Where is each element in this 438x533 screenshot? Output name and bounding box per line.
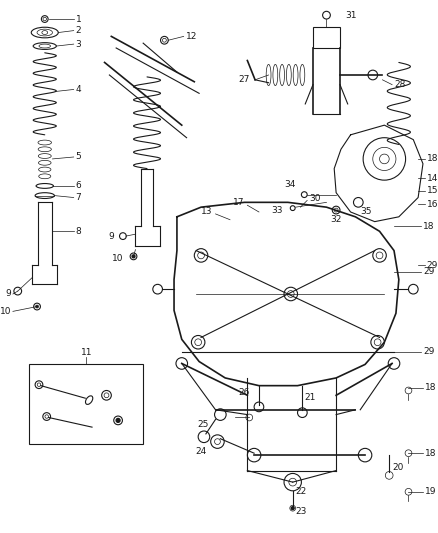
Text: 15: 15 xyxy=(427,186,438,195)
Text: 12: 12 xyxy=(186,32,197,41)
Text: 28: 28 xyxy=(394,80,406,89)
Text: 17: 17 xyxy=(233,198,244,207)
Text: 10: 10 xyxy=(0,307,11,316)
Text: 27: 27 xyxy=(238,75,249,84)
Text: 33: 33 xyxy=(272,206,283,215)
Text: 29: 29 xyxy=(427,261,438,270)
Text: 35: 35 xyxy=(360,207,372,216)
Text: 29: 29 xyxy=(423,268,434,276)
Text: 30: 30 xyxy=(309,194,321,203)
Text: 13: 13 xyxy=(201,207,212,216)
Circle shape xyxy=(116,418,120,422)
Text: 18: 18 xyxy=(427,155,438,164)
Text: 18: 18 xyxy=(423,222,434,231)
Text: 11: 11 xyxy=(81,349,92,357)
Text: 26: 26 xyxy=(238,388,249,397)
Text: 9: 9 xyxy=(5,289,11,298)
Text: 4: 4 xyxy=(76,85,81,94)
Text: 22: 22 xyxy=(296,487,307,496)
Text: 8: 8 xyxy=(76,227,81,236)
Text: 9: 9 xyxy=(109,232,114,240)
Text: 34: 34 xyxy=(284,181,296,189)
Text: 18: 18 xyxy=(425,383,436,392)
Text: 16: 16 xyxy=(427,200,438,209)
Text: 25: 25 xyxy=(198,420,209,429)
Circle shape xyxy=(35,305,39,308)
Text: 24: 24 xyxy=(196,447,207,456)
Text: 31: 31 xyxy=(346,11,357,20)
Text: 6: 6 xyxy=(76,181,81,190)
Bar xyxy=(29,365,143,443)
Text: 29: 29 xyxy=(423,348,434,357)
Text: 1: 1 xyxy=(76,14,81,23)
Text: 5: 5 xyxy=(76,152,81,161)
Bar xyxy=(313,27,340,48)
Circle shape xyxy=(291,507,294,510)
Text: 32: 32 xyxy=(330,215,342,224)
Text: 2: 2 xyxy=(76,26,81,35)
Text: 20: 20 xyxy=(392,463,403,472)
Text: 21: 21 xyxy=(304,393,316,402)
Circle shape xyxy=(132,255,135,258)
Text: 23: 23 xyxy=(296,506,307,515)
Text: 14: 14 xyxy=(427,174,438,183)
Text: 18: 18 xyxy=(425,449,436,458)
Text: 19: 19 xyxy=(425,487,436,496)
Text: 3: 3 xyxy=(76,39,81,49)
Text: 10: 10 xyxy=(113,254,124,263)
Text: 7: 7 xyxy=(76,193,81,202)
